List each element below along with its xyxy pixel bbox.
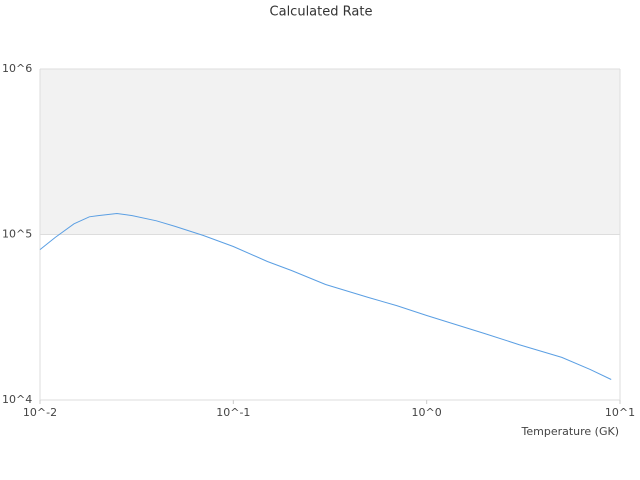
y-tick-label: 10^6 xyxy=(2,62,32,75)
y-tick-label: 10^5 xyxy=(2,228,32,241)
x-tick-label: 10^0 xyxy=(412,406,442,419)
chart-title: Calculated Rate xyxy=(270,5,373,20)
x-tick-label: 10^1 xyxy=(605,406,635,419)
x-tick-label: 10^-1 xyxy=(216,406,250,419)
x-axis-label: Temperature (GK) xyxy=(521,425,620,438)
plot-band xyxy=(40,69,620,235)
y-tick-label: 10^4 xyxy=(2,393,32,406)
data-line xyxy=(39,212,612,380)
x-tick-label: 10^-2 xyxy=(23,406,57,419)
